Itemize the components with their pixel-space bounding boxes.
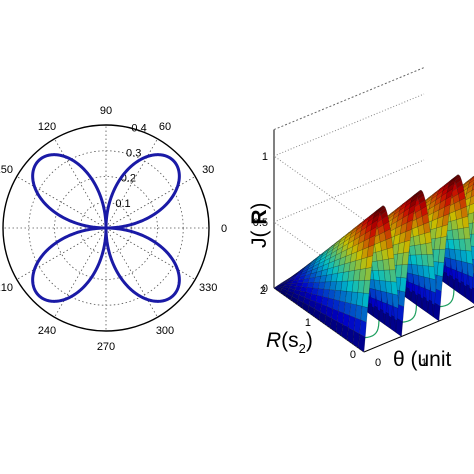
surface-y-tick-labels: 0 1 2 bbox=[260, 285, 356, 361]
polar-spoke-240 bbox=[54, 227, 107, 318]
polar-radial-tick-labels: 0.1 0.2 0.3 0.4 bbox=[115, 122, 146, 210]
polar-ring-0 bbox=[79, 201, 133, 255]
surface-facet bbox=[425, 242, 433, 255]
polar-angle-label-30: 30 bbox=[202, 164, 214, 176]
surface-facet bbox=[436, 261, 445, 277]
surface-x-axis-label: θ (unit bbox=[393, 348, 452, 371]
surface-facet bbox=[438, 248, 446, 263]
polar-angle-label-240: 240 bbox=[38, 325, 56, 337]
surface-grid-z bbox=[273, 93, 425, 157]
polar-r-tick-label: 0.3 bbox=[126, 147, 141, 159]
surface-facet bbox=[395, 318, 403, 337]
polar-r-tick-label: 0.4 bbox=[131, 122, 146, 134]
polar-angle-label-90: 90 bbox=[100, 105, 112, 117]
surface-facet bbox=[388, 257, 396, 271]
surface-facet bbox=[396, 304, 405, 322]
polar-angle-label-210: 210 bbox=[0, 282, 13, 294]
surface-facet bbox=[433, 302, 441, 322]
polar-r-tick-label: 0.2 bbox=[121, 173, 136, 185]
polar-series-line bbox=[31, 153, 181, 303]
surface-y-tick-label: 1 bbox=[305, 317, 311, 329]
polar-ring-2 bbox=[28, 150, 184, 306]
surface-y-tick-label: 0 bbox=[350, 349, 356, 361]
polar-chart: 0.10.20.30.4 030609012015018021024027030… bbox=[0, 105, 227, 353]
surface-z-axis-label: J( R) bbox=[248, 203, 271, 249]
polar-spoke-210 bbox=[16, 227, 107, 280]
polar-spoke-300 bbox=[105, 227, 158, 318]
surface-facet bbox=[426, 254, 435, 267]
polar-angle-label-270: 270 bbox=[97, 341, 115, 353]
surface-facet bbox=[424, 231, 432, 244]
surface-grid-z bbox=[273, 159, 425, 223]
surface-y-tick-label: 2 bbox=[260, 285, 266, 297]
surface-box-top-edge bbox=[273, 67, 425, 131]
surface-facet bbox=[435, 275, 443, 292]
polar-outer-circle bbox=[2, 124, 210, 332]
surface-facet bbox=[359, 319, 367, 338]
surface-facet bbox=[386, 247, 395, 260]
surface-facet bbox=[389, 269, 397, 283]
surface-facet bbox=[363, 279, 371, 294]
polar-spoke-30 bbox=[105, 176, 196, 229]
surface-facet bbox=[398, 290, 406, 307]
surface-z-tick-labels: 00.51 bbox=[253, 151, 268, 295]
polar-angle-label-300: 300 bbox=[156, 325, 174, 337]
polar-ring-1 bbox=[54, 176, 158, 280]
surface-facet bbox=[434, 288, 442, 307]
surface-facet bbox=[465, 250, 473, 265]
surface-facet bbox=[360, 306, 368, 323]
polar-spoke-330 bbox=[105, 227, 196, 280]
surface-facet bbox=[463, 226, 471, 240]
surface-facet bbox=[399, 277, 407, 293]
surface-facet bbox=[428, 265, 436, 280]
surface-facet bbox=[361, 292, 370, 308]
polar-spoke-150 bbox=[16, 176, 107, 229]
surface-facet bbox=[464, 238, 472, 252]
surface-z-tick-label: 0.5 bbox=[253, 217, 268, 229]
polar-angle-label-150: 150 bbox=[0, 164, 13, 176]
polar-angle-label-0: 0 bbox=[221, 223, 227, 235]
polar-r-tick-label: 0.1 bbox=[115, 198, 130, 210]
polar-angle-tick-labels: 0306090120150180210240270300330 bbox=[0, 105, 227, 353]
surface-x-tick-label: 1 bbox=[421, 357, 427, 369]
surface-y-axis-label: R(s2) bbox=[266, 329, 313, 356]
polar-grid bbox=[2, 124, 210, 332]
surface-z-tick-label: 1 bbox=[262, 151, 268, 163]
polar-spoke-60 bbox=[105, 138, 158, 229]
surface-z-tick-label: 0 bbox=[262, 283, 268, 295]
surface-grid-z bbox=[273, 155, 365, 221]
surface-mesh bbox=[273, 174, 474, 353]
surface-x-tick-label: 0 bbox=[375, 357, 381, 369]
surface-facet bbox=[461, 216, 470, 229]
surface-facet bbox=[400, 264, 408, 279]
polar-angle-label-60: 60 bbox=[159, 121, 171, 133]
polar-angle-label-330: 330 bbox=[199, 282, 217, 294]
polar-spoke-120 bbox=[54, 138, 107, 229]
surface-facet bbox=[390, 281, 398, 296]
polar-angle-label-120: 120 bbox=[38, 121, 56, 133]
